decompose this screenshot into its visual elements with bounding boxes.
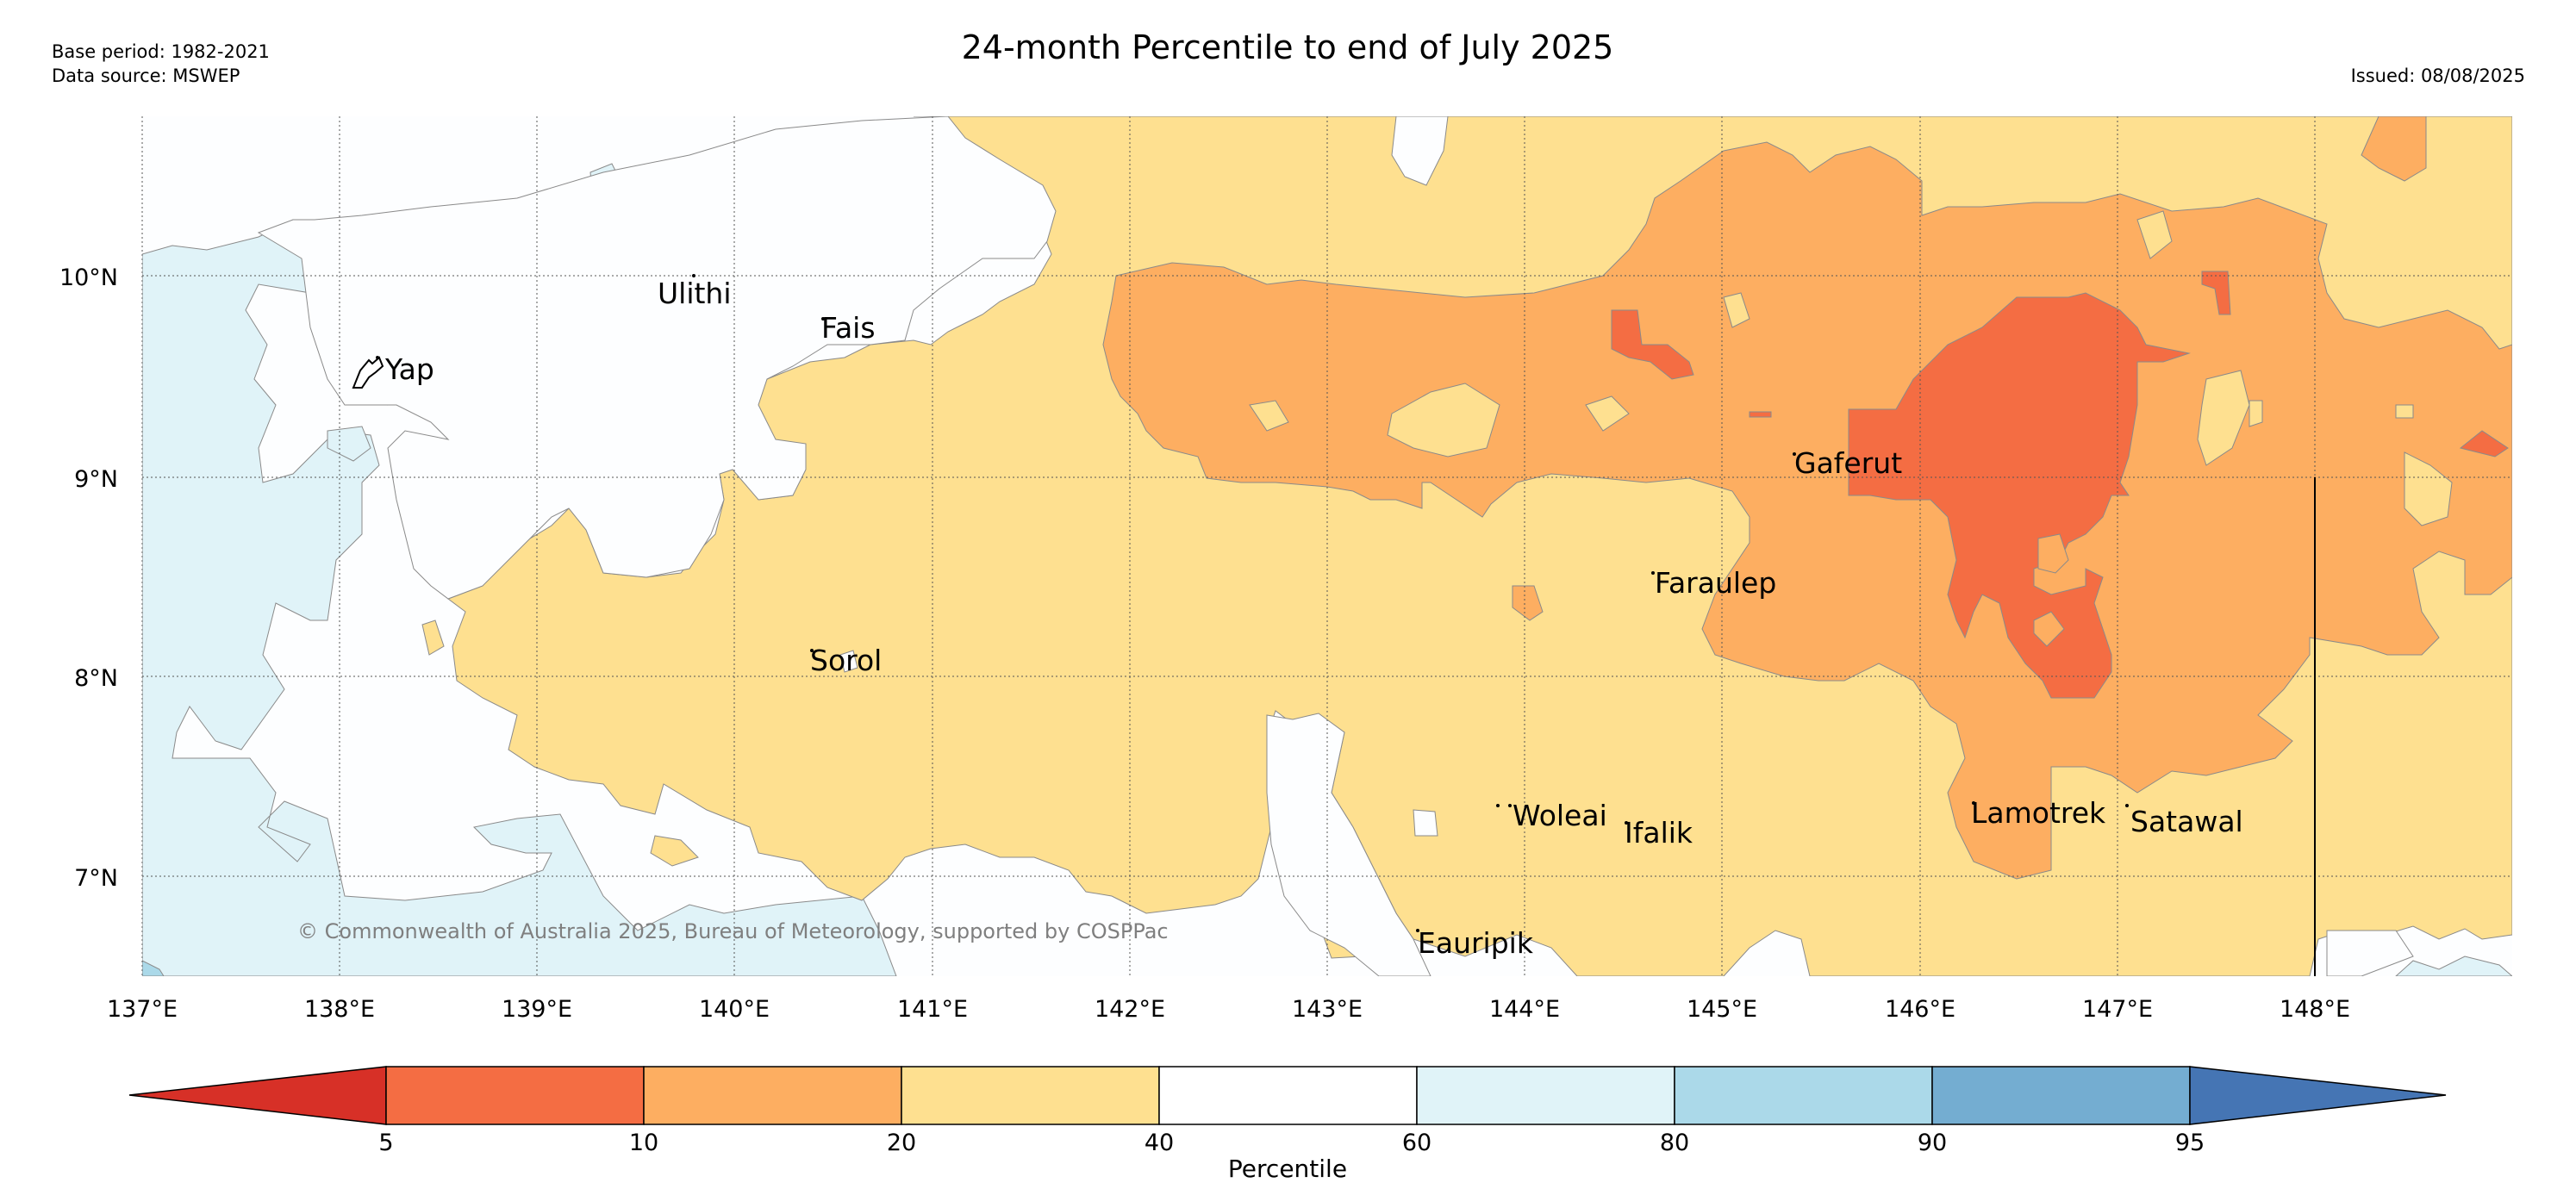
colorbar-90-95 [1931,1066,2191,1125]
region-5-10-main [1848,292,2191,699]
lat-label: 7°N [74,865,118,892]
region-5-10-ne [2201,271,2231,315]
region-20-40-inner-4 [2136,210,2173,259]
region-10-20 [1102,141,2512,880]
base-period-label: Base period: 1982-2021 [52,41,270,62]
colorbar-tick: 40 [1145,1130,1174,1156]
lon-label: 145°E [1687,996,1757,1023]
yap-island-shape [352,356,384,389]
colorbar-20-40 [901,1066,1160,1125]
lon-label: 138°E [304,996,375,1023]
colorbar-tick: 20 [887,1130,916,1156]
region-20-40-island-2 [421,619,445,656]
lat-axis-labels: 10°N 9°N 8°N 7°N [59,265,118,892]
region-40-60-patch-4 [839,650,858,673]
place-markers [376,274,2129,932]
colorbar-tick: 5 [378,1130,393,1156]
colorbar-40-60 [1158,1066,1418,1125]
place-label-fais: Fais [821,311,876,345]
copyright-notice: © Commonwealth of Australia 2025, Bureau… [297,919,1169,943]
lon-label: 143°E [1292,996,1363,1023]
colorbar-label: Percentile [1228,1155,1347,1183]
region-20-40-inner-7 [2404,451,2453,526]
region-80-90-corner [142,960,165,976]
place-label-sorol: Sorol [810,644,882,677]
region-10-20-inner-1 [2033,611,2065,647]
place-label-woleai: Woleai [1513,799,1607,832]
place-label-eauripik: Eauripik [1418,926,1534,960]
lon-label: 148°E [2280,996,2350,1023]
colorbar [128,1066,2447,1125]
graticule [141,116,2512,976]
lat-label: 9°N [74,466,118,493]
lon-label: 137°E [107,996,178,1023]
region-20-40-inner-6 [2249,400,2263,427]
colorbar-tick: 10 [629,1130,658,1156]
region-20-40-inner-9 [1585,395,1630,432]
region-20-40-inner-3 [1723,292,1750,328]
region-40-60-patch-2 [1413,809,1438,837]
colorbar-tick: 95 [2175,1130,2205,1156]
colorbar-60-80 [1416,1066,1675,1125]
lon-label: 142°E [1095,996,1165,1023]
place-label-gaferut: Gaferut [1794,446,1902,480]
colorbar-tick: 90 [1918,1130,1947,1156]
place-label-lamotrek: Lamotrek [1971,796,2106,830]
region-40-60-patch-1 [1391,116,1449,186]
lon-label: 146°E [1885,996,1955,1023]
colorbar-tick: 60 [1402,1130,1431,1156]
place-label-ulithi: Ulithi [658,277,732,310]
region-20-40-inner-8 [2395,404,2414,419]
lon-label: 140°E [699,996,770,1023]
colorbar-below-5 [128,1066,387,1125]
colorbar-tick: 80 [1660,1130,1689,1156]
colorbar-5-10 [385,1066,645,1125]
region-10-20-islet [1512,585,1544,621]
place-label-ifalik: Ifalik [1625,816,1693,850]
lat-label: 8°N [74,665,118,692]
colorbar-ticks: 5 10 20 40 60 80 90 95 [378,1130,2205,1156]
lon-label: 139°E [502,996,572,1023]
map-panel: Yap Ulithi Fais Gaferut Faraulep Sorol W… [141,116,2512,976]
lon-axis-labels: 137°E 138°E 139°E 140°E 141°E 142°E 143°… [107,996,2350,1023]
region-60-80-west [142,219,897,976]
region-10-20-inner-2 [2037,533,2069,574]
region-40-60-hole-north [257,116,1057,600]
region-60-80-east [2395,956,2512,976]
region-20-40-inner-2 [1249,400,1289,432]
region-20-40-island-4 [650,835,699,867]
region-5-10-north [1611,309,1694,380]
issued-date-label: Issued: 08/08/2025 [2351,65,2525,86]
region-40-60-hole-south [1266,713,1431,976]
map-title: 24-month Percentile to end of July 2025 [962,28,1614,66]
region-60-80-islet-4 [327,426,371,462]
region-20-40-inner-1 [1387,383,1500,458]
lat-label: 10°N [59,265,118,291]
region-40-60-patch-3 [2326,930,2414,976]
place-label-satawal: Satawal [2130,805,2243,838]
place-label-faraulep: Faraulep [1655,566,1776,600]
colorbar-80-90 [1674,1066,1933,1125]
lon-label: 147°E [2082,996,2153,1023]
colorbar-10-20 [643,1066,902,1125]
lon-label: 141°E [897,996,968,1023]
region-10-20-ne-patch [2361,116,2427,182]
region-5-10-islet [1749,411,1772,418]
colorbar-above-95 [2189,1066,2447,1125]
region-20-40-inner-5 [2197,370,2250,466]
place-label-yap: Yap [384,352,434,386]
data-source-label: Data source: MSWEP [52,65,240,86]
region-5-10-east [2459,430,2509,458]
lon-label: 144°E [1489,996,1560,1023]
